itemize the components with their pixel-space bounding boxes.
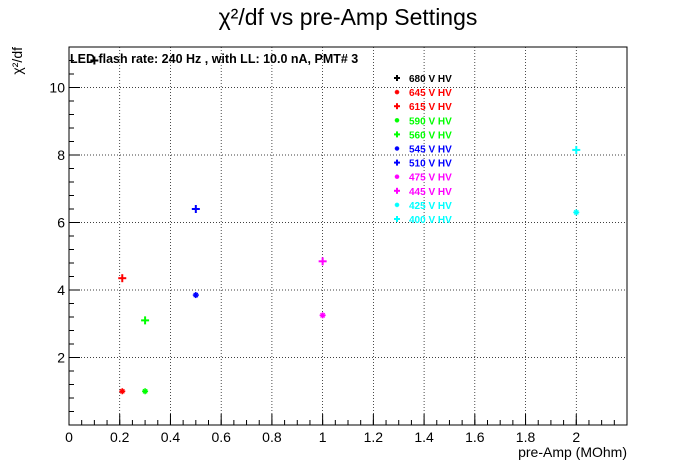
legend-label: 400 V HV <box>409 215 452 226</box>
legend-item: 475 V HV <box>394 173 452 184</box>
legend-label: 615 V HV <box>409 102 452 113</box>
legend-marker <box>394 216 400 222</box>
y-tick-label: 2 <box>57 350 65 366</box>
x-tick-label: 0.6 <box>211 429 231 445</box>
data-point <box>572 145 581 154</box>
data-point <box>90 56 99 65</box>
x-tick-label: 1.6 <box>465 429 485 445</box>
legend-marker <box>394 131 400 138</box>
legend-item: 545 V HV <box>394 145 452 156</box>
legend-item: 560 V HV <box>394 130 452 141</box>
data-point <box>319 312 326 319</box>
y-axis-label: χ²/df <box>9 47 25 75</box>
x-tick-label: 1.2 <box>364 429 384 445</box>
data-points <box>90 56 581 395</box>
legend-label: 475 V HV <box>409 173 452 184</box>
legend-marker <box>394 187 400 194</box>
chart-title: χ²/df vs pre-Amp Settings <box>218 4 478 30</box>
data-point <box>318 257 327 266</box>
legend-marker <box>394 146 400 151</box>
y-tick-label: 6 <box>57 215 65 231</box>
data-point <box>141 316 150 325</box>
legend-label: 560 V HV <box>409 130 452 141</box>
x-tick-label: 1.8 <box>516 429 536 445</box>
legend-marker <box>394 174 400 179</box>
legend-item: 510 V HV <box>394 159 452 170</box>
legend-label: 590 V HV <box>409 116 452 127</box>
legend-label: 680 V HV <box>409 74 452 85</box>
legend-label: 425 V HV <box>409 201 452 212</box>
legend-marker <box>394 75 400 81</box>
data-point <box>191 205 200 213</box>
grid <box>69 47 627 425</box>
x-axis-label: pre-Amp (MOhm) <box>518 444 627 460</box>
x-tick-label: 1 <box>319 429 327 445</box>
x-tick-label: 0 <box>65 429 73 445</box>
y-tick-label: 10 <box>49 80 65 96</box>
plot-frame <box>68 46 628 426</box>
x-tick-label: 2 <box>572 429 580 445</box>
chart-annotation: LED flash rate: 240 Hz , with LL: 10.0 n… <box>70 52 358 66</box>
x-tick-label: 0.2 <box>110 429 130 445</box>
data-point <box>118 274 127 283</box>
legend-marker <box>394 89 400 95</box>
legend-label: 645 V HV <box>409 88 452 99</box>
axes <box>68 46 628 426</box>
legend-marker <box>394 118 400 123</box>
legend-item: 425 V HV <box>394 201 452 212</box>
legend-marker <box>394 202 400 208</box>
legend-item: 645 V HV <box>394 88 452 99</box>
x-tick-label: 0.4 <box>161 429 181 445</box>
x-tick-label: 0.8 <box>262 429 282 445</box>
legend-item: 590 V HV <box>394 116 452 127</box>
legend-marker <box>394 159 400 166</box>
y-tick-label: 8 <box>57 147 65 163</box>
legend-label: 445 V HV <box>409 187 452 198</box>
legend-item: 680 V HV <box>394 74 452 85</box>
y-tick-label: 4 <box>57 282 65 298</box>
legend: 680 V HV 645 V HV 615 V HV 590 V HV 560 V HV… <box>394 74 452 226</box>
legend-marker <box>394 103 400 110</box>
tick-labels: 0 0.2 0.4 0.6 0.8 1 1.2 1.4 1.6 1.8 2 2 4 6 8 10 <box>49 80 580 446</box>
legend-item: 445 V HV <box>394 187 452 198</box>
x-tick-label: 1.4 <box>414 429 434 445</box>
legend-label: 545 V HV <box>409 145 452 156</box>
data-point <box>142 388 149 395</box>
legend-item: 400 V HV <box>394 215 452 226</box>
data-point <box>573 209 580 216</box>
legend-label: 510 V HV <box>409 159 452 170</box>
data-point <box>192 292 199 299</box>
data-point <box>119 388 126 395</box>
legend-item: 615 V HV <box>394 102 452 113</box>
